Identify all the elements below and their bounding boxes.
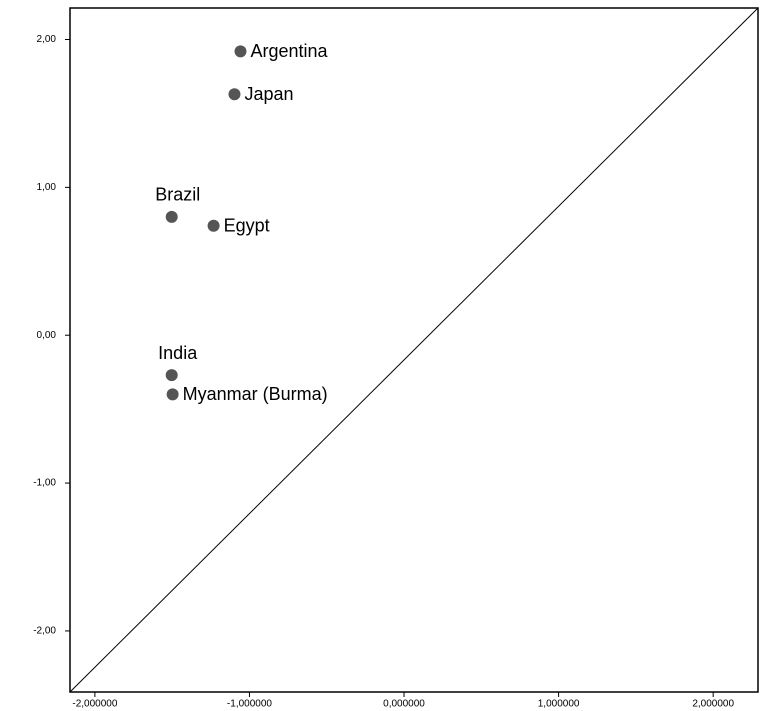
point-label: Argentina (250, 41, 328, 61)
point (166, 388, 179, 401)
point (165, 369, 178, 382)
x-tick-label: 2,000000 (692, 699, 734, 710)
point (234, 45, 247, 58)
y-tick-label: -1,00 (33, 478, 56, 489)
point (228, 88, 241, 101)
x-tick-label: -1,000000 (227, 699, 272, 710)
y-tick-label: -2,00 (33, 626, 56, 637)
point-label: Egypt (224, 216, 270, 236)
y-tick-label: 1,00 (37, 182, 57, 193)
point-label: Brazil (155, 185, 200, 205)
plot-frame (69, 7, 759, 693)
reference-line (69, 7, 759, 693)
y-tick-label: 2,00 (37, 34, 57, 45)
point-label: Japan (244, 84, 293, 104)
point (165, 210, 178, 223)
point-label: India (158, 343, 198, 363)
point-label: Myanmar (Burma) (183, 384, 328, 404)
y-tick-label: 0,00 (37, 330, 57, 341)
x-tick-label: 0,000000 (383, 699, 425, 710)
point (207, 219, 220, 232)
x-tick-label: -2,000000 (72, 699, 117, 710)
x-tick-label: 1,000000 (538, 699, 580, 710)
